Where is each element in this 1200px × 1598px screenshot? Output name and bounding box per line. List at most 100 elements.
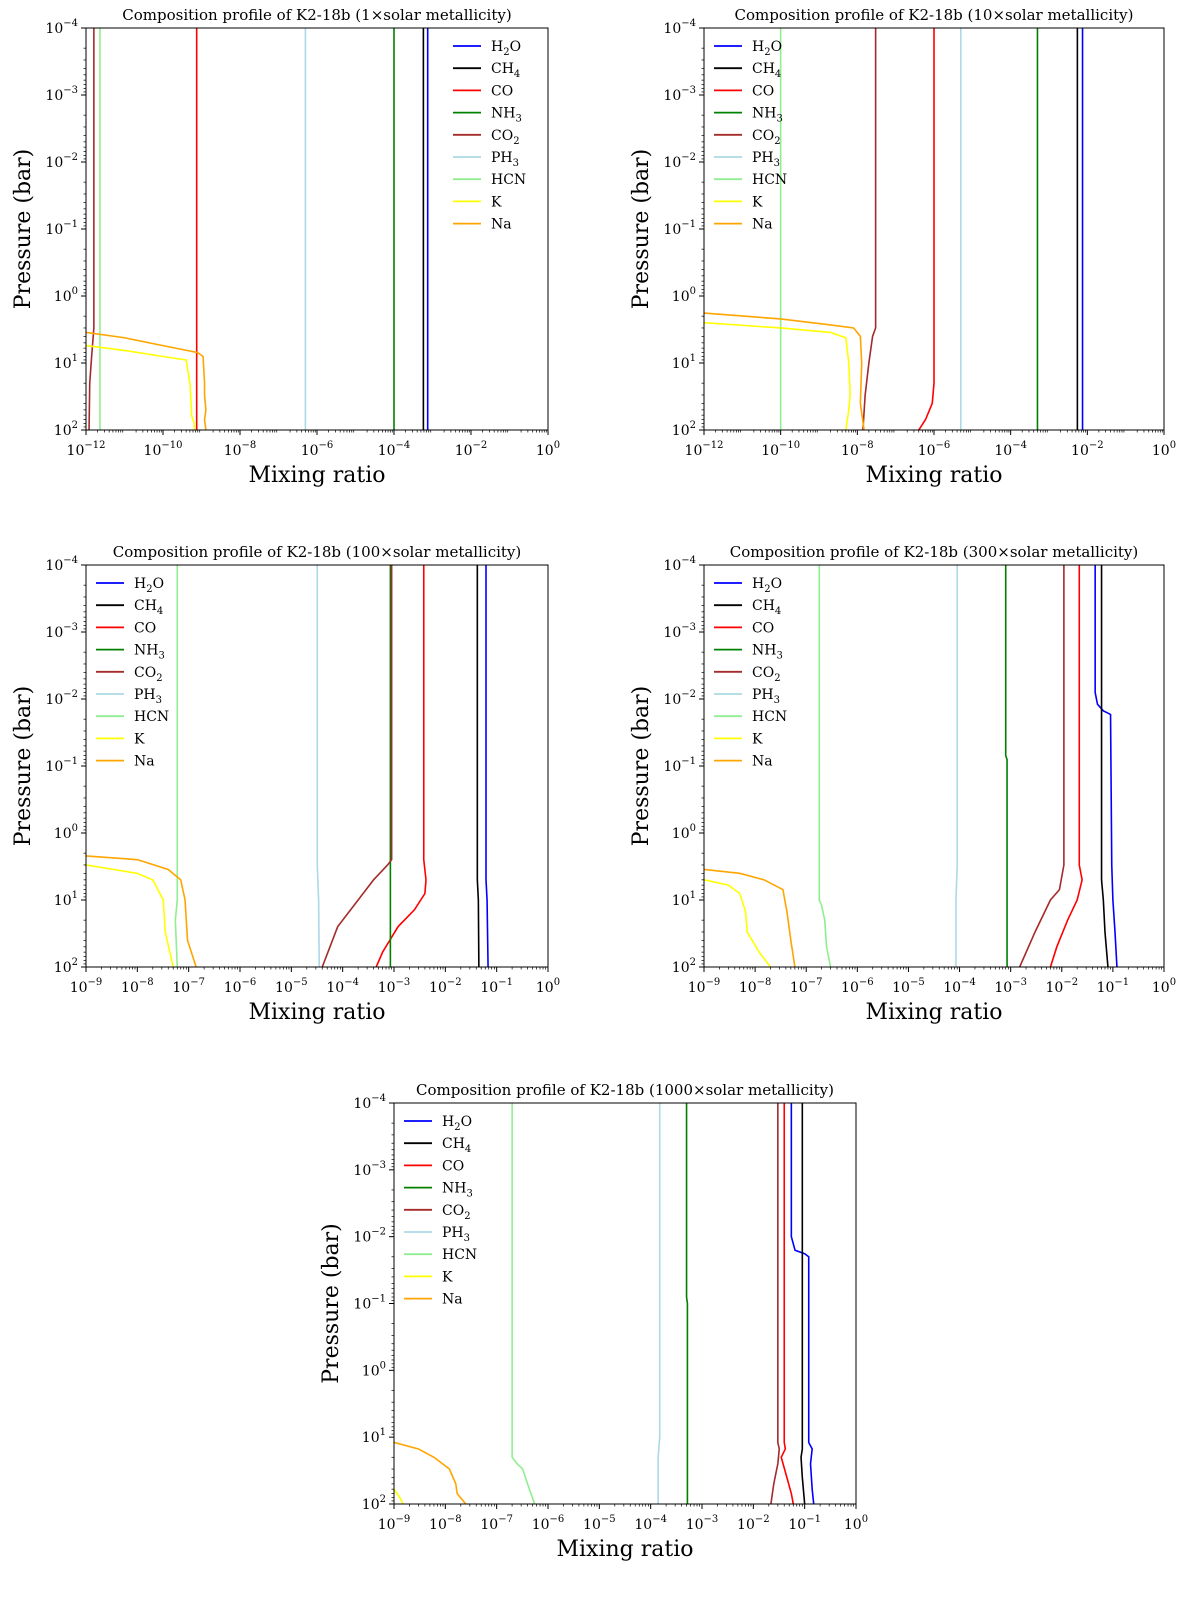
y-tick-label: 101 (54, 353, 78, 372)
y-tick-label: 100 (54, 823, 78, 842)
legend-label-h2o: H2O (134, 576, 164, 595)
chart-panel-1x: 10−12 10−10 10−8 10−6 10−4 10−2 100 10−4 10−3 10−… (0, 0, 600, 500)
legend-label-co2: CO2 (491, 128, 520, 147)
legend: H2O CH4 CO NH3 CO2 PH3 HCN K Na (714, 576, 787, 770)
series-line-k (704, 879, 772, 967)
chart-svg: 10−9 10−8 10−7 10−6 10−5 10−4 10−3 10−2 10−1 100 1… (629, 543, 1176, 1025)
y-tick-label: 10−2 (663, 152, 696, 171)
legend-label-h2o: H2O (752, 576, 782, 595)
legend-label-hcn: HCN (134, 709, 169, 725)
series-line-ph3 (657, 1103, 661, 1504)
x-tick-label: 10−6 (841, 977, 874, 996)
legend-label-hcn: HCN (752, 172, 787, 188)
y-tick-label: 100 (672, 286, 696, 305)
legend-label-k: K (752, 194, 763, 210)
legend-label-ch4: CH4 (752, 61, 781, 80)
chart-svg: 10−9 10−8 10−7 10−6 10−5 10−4 10−3 10−2 10−1 100 1… (11, 543, 560, 1025)
series-line-k (86, 344, 196, 430)
x-tick-label: 10−5 (583, 1514, 616, 1533)
legend-label-ph3: PH3 (752, 687, 780, 706)
x-tick-label: 100 (844, 1514, 868, 1533)
series-line-co (918, 28, 935, 430)
legend-label-k: K (442, 1269, 453, 1285)
y-tick-label: 10−2 (45, 689, 78, 708)
series-line-na (704, 868, 796, 967)
legend-label-ph3: PH3 (491, 150, 519, 169)
series-line-k (86, 864, 174, 967)
series-line-co (375, 565, 427, 967)
legend-label-co: CO (442, 1158, 464, 1174)
x-tick-label: 10−6 (224, 977, 257, 996)
legend-label-k: K (491, 194, 502, 210)
chart-title: Composition profile of K2-18b (1000×sola… (416, 1081, 834, 1099)
x-tick-label: 10−7 (172, 977, 205, 996)
legend-label-co2: CO2 (752, 665, 781, 684)
series-line-k (704, 321, 851, 430)
x-tick-label: 10−3 (378, 977, 411, 996)
x-tick-label: 10−2 (1071, 440, 1104, 459)
y-tick-label: 10−3 (45, 85, 78, 104)
legend-label-h2o: H2O (442, 1114, 472, 1133)
series-line-h2o (485, 565, 489, 967)
x-tick-label: 10−4 (326, 977, 359, 996)
y-tick-label: 102 (672, 957, 696, 976)
legend-label-co2: CO2 (134, 665, 163, 684)
legend-label-co2: CO2 (442, 1203, 471, 1222)
x-tick-label: 10−8 (121, 977, 154, 996)
x-axis-label: Mixing ratio (865, 1000, 1002, 1025)
series-line-k (394, 1488, 404, 1504)
x-tick-label: 100 (536, 440, 560, 459)
x-axis-label: Mixing ratio (248, 1000, 385, 1025)
chart-panel-100x: 10−9 10−8 10−7 10−6 10−5 10−4 10−3 10−2 10−1 100 1… (0, 535, 600, 1035)
legend-label-h2o: H2O (491, 39, 521, 58)
x-tick-label: 10−6 (532, 1514, 565, 1533)
legend-label-nh3: NH3 (442, 1181, 473, 1200)
legend-label-na: Na (752, 754, 773, 770)
y-tick-label: 10−3 (663, 622, 696, 641)
x-tick-label: 10−9 (378, 1514, 411, 1533)
legend: H2O CH4 CO NH3 CO2 PH3 HCN K Na (404, 1114, 477, 1308)
chart-title: Composition profile of K2-18b (1×solar m… (122, 6, 511, 24)
legend-label-hcn: HCN (752, 709, 787, 725)
series-line-co2 (88, 28, 95, 430)
series-line-ch4 (476, 565, 480, 967)
legend: H2O CH4 CO NH3 CO2 PH3 HCN K Na (714, 39, 787, 233)
y-tick-label: 10−3 (353, 1160, 386, 1179)
series-group (704, 565, 1118, 967)
y-tick-label: 10−2 (45, 152, 78, 171)
series-line-ch4 (1100, 565, 1109, 967)
series-line-co2 (1018, 565, 1065, 967)
x-tick-label: 10−9 (70, 977, 103, 996)
y-tick-label: 10−3 (663, 85, 696, 104)
legend-label-nh3: NH3 (752, 106, 783, 125)
x-tick-label: 10−8 (224, 440, 257, 459)
series-group (86, 28, 429, 430)
x-tick-label: 10−5 (892, 977, 925, 996)
x-tick-label: 10−2 (429, 977, 462, 996)
y-axis-label: Pressure (bar) (11, 686, 36, 847)
y-tick-label: 100 (54, 286, 78, 305)
x-tick-label: 10−2 (737, 1514, 770, 1533)
series-line-na (86, 331, 207, 430)
series-line-hcn (511, 1103, 536, 1504)
legend-label-na: Na (134, 754, 155, 770)
legend-label-na: Na (442, 1292, 463, 1308)
legend-label-nh3: NH3 (134, 643, 165, 662)
series-line-co2 (770, 1103, 781, 1504)
x-tick-label: 10−3 (686, 1514, 719, 1533)
series-group (86, 565, 489, 967)
y-tick-label: 10−4 (45, 555, 78, 574)
legend-label-nh3: NH3 (491, 106, 522, 125)
legend-label-co: CO (752, 620, 774, 636)
y-axis-label: Pressure (bar) (629, 149, 654, 310)
legend-label-nh3: NH3 (752, 643, 783, 662)
x-tick-label: 10−2 (455, 440, 488, 459)
x-tick-label: 10−12 (67, 440, 106, 459)
legend-label-co: CO (134, 620, 156, 636)
y-tick-label: 10−1 (663, 219, 696, 238)
legend-label-k: K (752, 731, 763, 747)
x-tick-label: 10−6 (918, 440, 951, 459)
series-line-co2 (321, 565, 393, 967)
series-group (394, 1103, 815, 1504)
x-tick-label: 10−7 (790, 977, 823, 996)
